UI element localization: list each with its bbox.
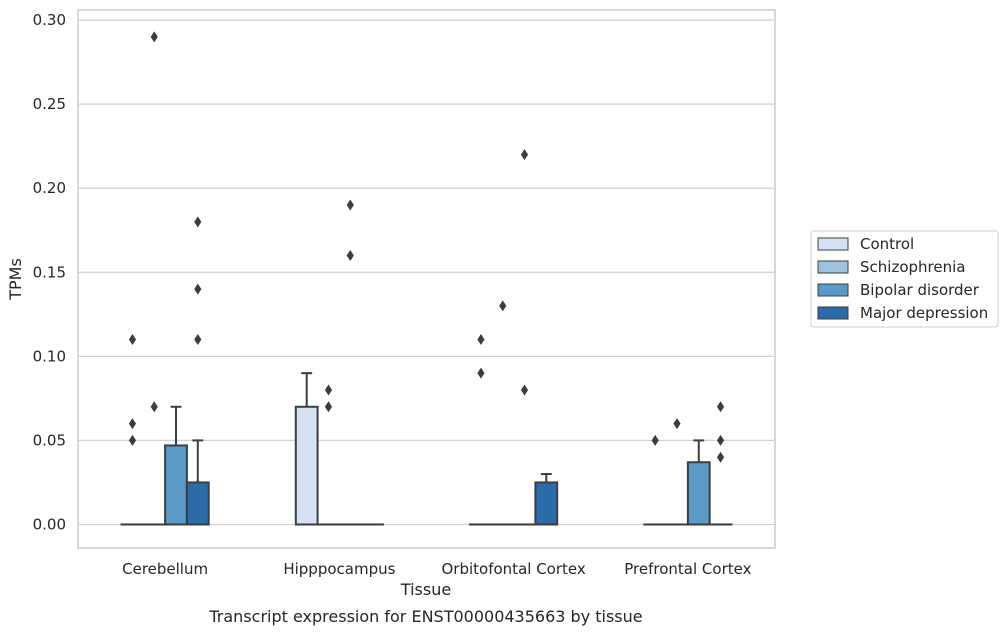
box-rect [185,481,210,526]
legend-label: Major depression [860,304,988,322]
legend: Control Schizophrenia Bipolar disorder Majo… [810,230,999,328]
outlier-point [150,401,158,413]
outlier-point [324,401,333,413]
outlier-point [716,451,725,463]
outlier-point [520,384,529,396]
y-tick-label: 0.20 [33,179,66,197]
box-bipolar-disorder [164,405,188,526]
y-axis-label: TPMs [6,258,25,301]
x-tick-label: Prefrontal Cortex [624,560,751,578]
legend-swatch [817,283,849,297]
outlier-point [150,31,158,43]
y-tick-labels: 0.00 0.05 0.10 0.15 0.20 0.25 0.30 [33,11,66,533]
box-major-depression [708,401,733,526]
box-bipolar-disorder [338,199,363,526]
box-major-depression [534,473,559,526]
y-tick-label: 0.25 [33,95,66,113]
plot-frame [77,9,776,549]
legend-frame [810,230,999,328]
outlier-point [477,367,485,379]
legend-swatch [817,306,849,320]
box-rect [294,405,319,526]
outlier-point [499,300,507,312]
outlier-point [716,401,725,413]
legend-label: Bipolar disorder [860,281,980,299]
chart-caption: Transcript expression for ENST0000043566… [208,607,642,626]
outlier-point [128,434,137,446]
y-tick-label: 0.30 [33,11,66,29]
box-rect [164,444,188,526]
x-tick-label: Hipppocampus [283,560,395,578]
box-schizophrenia [316,384,341,526]
y-tick-label: 0.00 [33,515,66,533]
box-control [294,372,319,526]
box-rect [534,481,559,526]
legend-label: Control [860,235,914,253]
box-schizophrenia [142,31,167,526]
outlier-point [128,418,137,430]
outlier-point [520,149,529,161]
outlier-point [194,283,202,295]
legend-swatch [817,237,849,251]
outlier-point [716,434,725,446]
box-rect [686,461,711,526]
box-bipolar-disorder [512,149,537,526]
box-control [469,334,493,526]
x-tick-label: Orbitofontal Cortex [442,560,586,578]
box-schizophrenia [665,418,689,526]
box-schizophrenia [490,300,515,526]
x-tick-labels: Cerebellum Hipppocampus Orbitofontal Corte… [122,560,751,578]
outlier-point [651,434,659,446]
box-groups [120,31,733,526]
outlier-point [346,199,354,211]
y-tick-label: 0.10 [33,347,66,365]
y-tick-label: 0.15 [33,263,66,281]
box-control [120,334,145,526]
box-major-depression [185,216,210,526]
outlier-point [194,216,202,228]
outlier-point [128,334,137,346]
box-control [643,434,668,526]
outlier-point [477,334,485,346]
outlier-point [194,334,202,346]
legend-swatch [817,260,849,274]
y-tick-label: 0.05 [33,431,66,449]
outlier-point [324,384,333,396]
box-bipolar-disorder [686,439,711,526]
x-axis-label: Tissue [400,580,451,599]
legend-label: Schizophrenia [860,258,965,276]
x-tick-label: Cerebellum [122,560,208,578]
outlier-point [673,418,681,430]
outlier-point [346,249,354,261]
